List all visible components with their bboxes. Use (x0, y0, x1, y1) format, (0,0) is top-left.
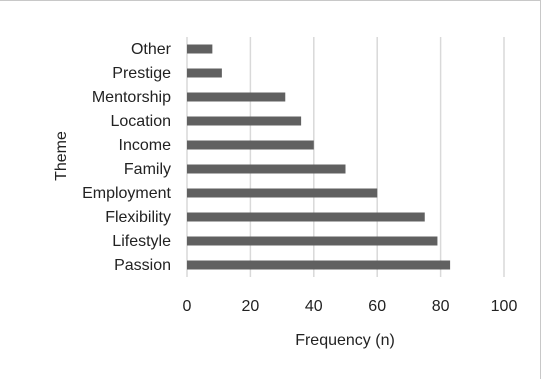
category-label: Employment (82, 185, 171, 202)
x-tick-label: 20 (242, 298, 260, 315)
x-tick-label: 80 (432, 298, 450, 315)
bar-prestige (187, 68, 222, 78)
x-tick-label: 100 (491, 298, 518, 315)
category-label: Family (124, 161, 171, 178)
bar-flexibility (187, 212, 425, 222)
category-label: Mentorship (92, 89, 171, 106)
x-tick-label: 0 (183, 298, 192, 315)
category-label: Income (119, 137, 172, 154)
category-label: Prestige (112, 65, 171, 82)
bar-employment (187, 188, 378, 198)
bar-other (187, 44, 213, 54)
category-label: Location (111, 113, 172, 130)
y-axis-label: Theme (53, 131, 70, 181)
bar-location (187, 116, 302, 126)
bar-mentorship (187, 92, 286, 102)
category-label: Other (131, 41, 172, 58)
category-label: Passion (114, 257, 171, 274)
bar-lifestyle (187, 236, 438, 246)
category-label: Lifestyle (112, 233, 171, 250)
bars (187, 44, 451, 270)
bar-family (187, 164, 346, 174)
x-axis-label: Frequency (n) (295, 332, 395, 349)
x-tick-labels: 0 20 40 60 80 100 (183, 298, 518, 315)
x-tick-label: 40 (305, 298, 323, 315)
category-label: Flexibility (105, 209, 171, 226)
bar-income (187, 140, 314, 150)
x-tick-label: 60 (368, 298, 386, 315)
bar-passion (187, 260, 451, 270)
category-labels: Other Prestige Mentorship Location Income Fam… (82, 41, 172, 274)
